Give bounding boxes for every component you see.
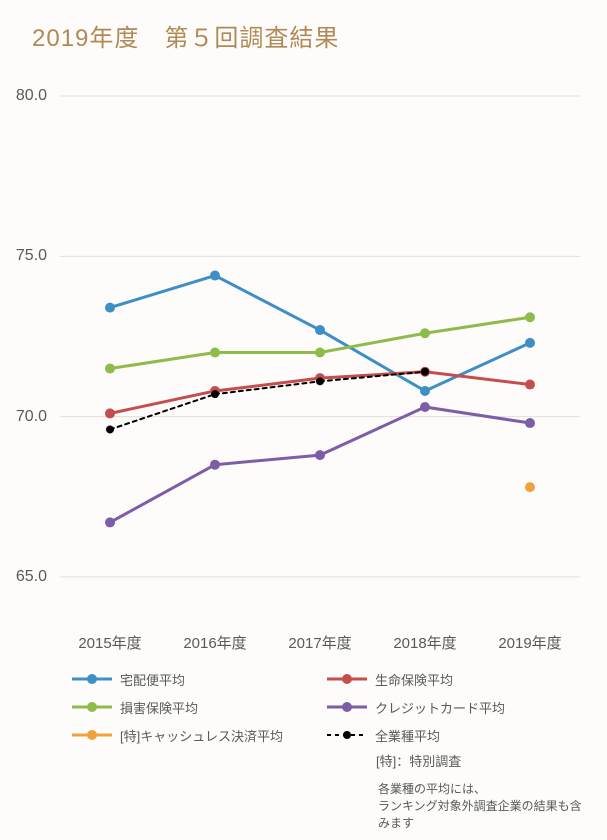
legend-footnote-2: 各業種の平均には、 ランキング対象外調査企業の結果も含みます	[378, 781, 590, 831]
x-tick-label: 2019年度	[498, 632, 561, 653]
x-tick-label: 2015年度	[78, 632, 141, 653]
legend-footnote-2-line1: 各業種の平均には、	[378, 782, 486, 796]
legend: 宅配便平均 生命保険平均損害保険平均 クレジットカード平均 [特]キャッシュレス決済平…	[70, 665, 590, 832]
legend-swatch	[70, 699, 114, 715]
legend-item: 全業種平均	[325, 721, 580, 749]
legend-label: 全業種平均	[375, 726, 440, 745]
x-tick-label: 2018年度	[393, 632, 456, 653]
x-tick-label: 2016年度	[183, 632, 246, 653]
legend-row: 宅配便平均 生命保険平均損害保険平均 クレジットカード平均 [特]キャッシュレス決済平…	[70, 665, 590, 749]
chart-area: 65.070.075.080.02015年度2016年度2017年度2018年度…	[0, 70, 607, 640]
legend-item: [特]キャッシュレス決済平均	[70, 721, 325, 749]
line-chart-svg	[0, 70, 607, 640]
legend-item: 損害保険平均	[70, 693, 325, 721]
legend-item: 宅配便平均	[70, 665, 325, 693]
y-tick-label: 65.0	[16, 568, 47, 586]
legend-swatch	[70, 671, 114, 687]
legend-swatch	[325, 699, 369, 715]
legend-item: クレジットカード平均	[325, 693, 580, 721]
legend-label: [特]キャッシュレス決済平均	[120, 726, 283, 745]
y-tick-label: 80.0	[16, 87, 47, 105]
y-tick-label: 75.0	[16, 247, 47, 265]
legend-label: 生命保険平均	[375, 670, 453, 689]
legend-swatch	[325, 727, 369, 743]
legend-item: 生命保険平均	[325, 665, 580, 693]
chart-title: 2019年度 第５回調査結果	[32, 18, 339, 53]
y-tick-label: 70.0	[16, 408, 47, 426]
legend-swatch	[325, 671, 369, 687]
legend-label: クレジットカード平均	[375, 698, 505, 717]
legend-label: 損害保険平均	[120, 698, 198, 717]
legend-footnote-2-line2: ランキング対象外調査企業の結果も含みます	[378, 799, 582, 830]
x-tick-label: 2017年度	[288, 632, 351, 653]
legend-swatch	[70, 727, 114, 743]
legend-label: 宅配便平均	[120, 670, 185, 689]
legend-footnote-1: [特]：特別調査	[376, 753, 590, 771]
